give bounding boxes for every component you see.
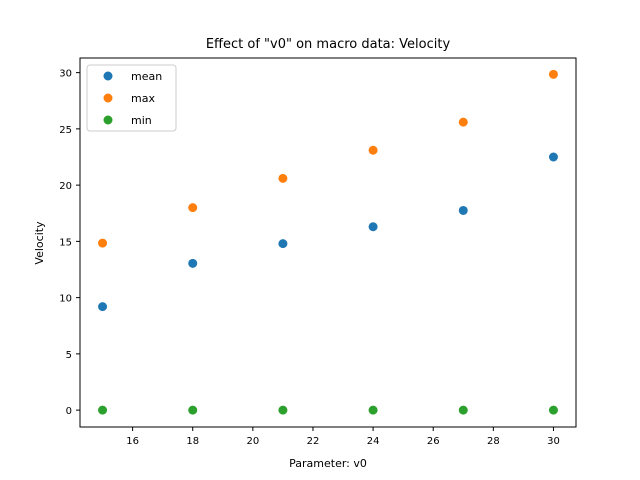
chart-title: Effect of "v0" on macro data: Velocity <box>206 37 451 52</box>
data-point-mean <box>188 258 198 268</box>
data-point-min <box>548 405 558 415</box>
x-tick-label: 28 <box>487 436 500 447</box>
y-axis-label: Velocity <box>33 221 46 265</box>
y-tick-label: 15 <box>59 237 72 248</box>
y-tick-label: 5 <box>66 350 72 361</box>
x-axis-label: Parameter: v0 <box>289 457 367 470</box>
x-tick-label: 26 <box>427 436 440 447</box>
data-point-min <box>278 405 288 415</box>
plot-area: 16 18 20 22 24 26 28 30 0 5 10 15 20 25 30 <box>59 57 577 447</box>
y-tick-label: 30 <box>59 69 72 80</box>
axes-frame <box>79 57 577 428</box>
x-tick-label: 24 <box>367 436 380 447</box>
x-tick-label: 30 <box>547 436 560 447</box>
y-tick-label: 20 <box>59 181 72 192</box>
data-point-mean <box>368 222 378 232</box>
data-point-mean <box>548 152 558 162</box>
x-tick-label: 20 <box>246 436 259 447</box>
legend-frame <box>86 64 177 132</box>
legend-label-min: min <box>131 114 152 127</box>
legend-marker-mean <box>103 71 113 81</box>
data-point-min <box>368 405 378 415</box>
data-point-max <box>188 203 198 213</box>
data-point-max <box>368 145 378 155</box>
y-tick-label: 25 <box>59 125 72 136</box>
y-tick-label: 10 <box>59 294 72 305</box>
legend-marker-min <box>103 115 113 125</box>
data-point-max <box>98 238 108 248</box>
legend: mean max min <box>86 64 177 132</box>
y-tick-label: 0 <box>66 406 72 417</box>
data-point-mean <box>98 302 108 312</box>
data-point-max <box>548 69 558 79</box>
data-point-min <box>98 405 108 415</box>
data-point-mean <box>278 239 288 249</box>
data-point-min <box>188 405 198 415</box>
legend-marker-max <box>103 93 113 103</box>
data-point-max <box>458 117 468 127</box>
legend-label-max: max <box>131 92 155 105</box>
data-point-min <box>458 405 468 415</box>
legend-label-mean: mean <box>131 70 162 83</box>
data-point-max <box>278 173 288 183</box>
x-tick-label: 22 <box>307 436 320 447</box>
x-tick-label: 16 <box>126 436 139 447</box>
x-tick-label: 18 <box>186 436 199 447</box>
data-point-mean <box>458 205 468 215</box>
